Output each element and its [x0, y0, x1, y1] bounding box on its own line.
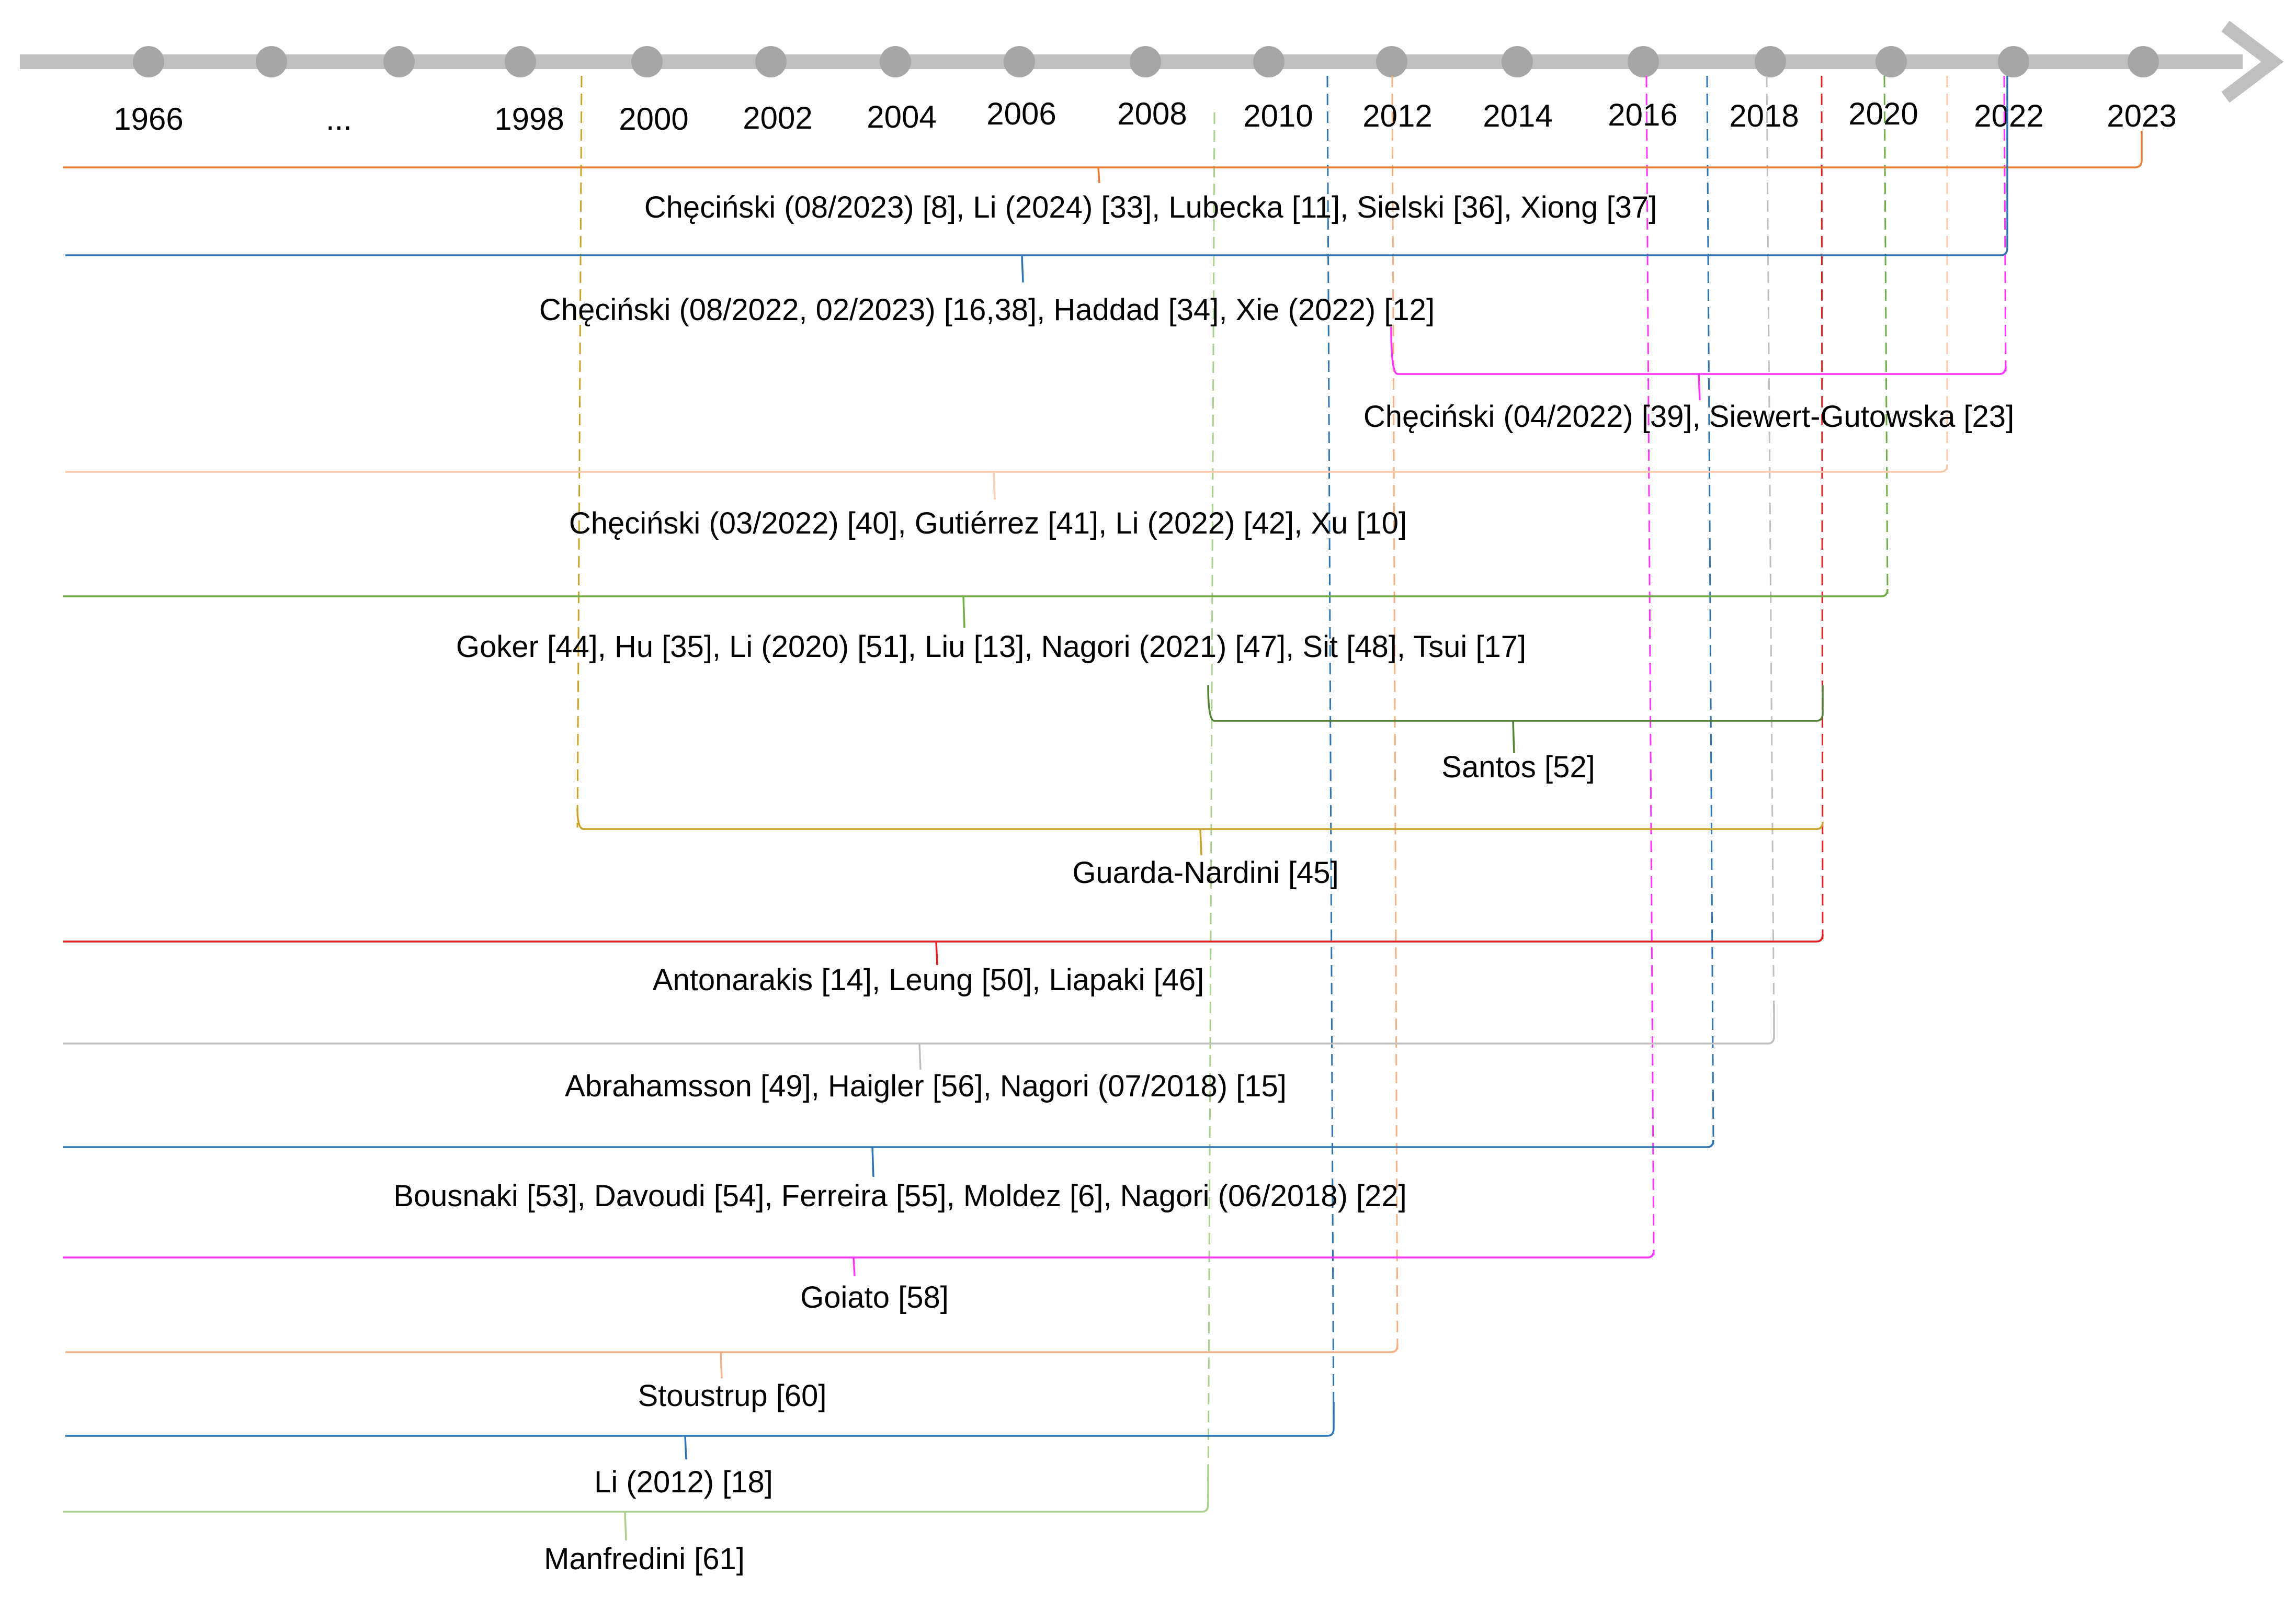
tick-dot [1376, 46, 1407, 77]
group-label: Santos [52] [1441, 750, 1595, 784]
connector-line [1821, 75, 1824, 939]
bracket [1390, 326, 2007, 401]
tick-label: 2008 [1117, 96, 1187, 131]
tick-dot [880, 46, 911, 77]
tick-label: 2023 [2107, 98, 2176, 133]
connector-line [576, 75, 583, 828]
tick-dot [256, 46, 287, 77]
tick-dot [1876, 46, 1907, 77]
connector-line [1391, 75, 1399, 1350]
tick-dot [2128, 46, 2159, 77]
tick-label: 2012 [1362, 98, 1432, 133]
tick-label: 2022 [1974, 98, 2043, 133]
bracket [63, 131, 2143, 184]
group-label: Stoustrup [60] [638, 1379, 826, 1413]
connector-line [1645, 75, 1655, 1256]
tick-dot [133, 46, 164, 77]
tick-label: 2010 [1243, 98, 1313, 133]
brackets [63, 76, 2143, 1541]
group-label: Guarda-Nardini [45] [1072, 856, 1338, 890]
connector-line [1326, 75, 1335, 1431]
tick-label: 2000 [619, 101, 688, 137]
tick-dot [755, 46, 787, 77]
tick-dot [505, 46, 536, 77]
tick-label: 1998 [494, 101, 564, 137]
bracket [63, 1004, 1775, 1070]
dashed-connectors [576, 75, 2007, 1508]
tick-dot [1755, 46, 1786, 77]
tick-label: ... [326, 101, 352, 137]
tick-label: 2016 [1608, 97, 1677, 132]
group-label: Antonarakis [14], Leung [50], Liapaki [4… [653, 963, 1204, 997]
tick-label: 2018 [1729, 98, 1799, 133]
connector-line [1706, 75, 1714, 1145]
tick-dot [1628, 46, 1659, 77]
bracket [65, 1344, 1399, 1379]
bracket [63, 1465, 1209, 1541]
bracket [65, 1402, 1335, 1460]
bracket [63, 588, 1889, 628]
group-label: Li (2012) [18] [594, 1465, 773, 1499]
bracket [1207, 685, 1824, 754]
group-label: Bousnaki [53], Davoudi [54], Ferreira [5… [393, 1179, 1407, 1213]
tick-dot [1004, 46, 1035, 77]
bracket [65, 464, 1948, 500]
axis-arrowhead [2221, 20, 2284, 103]
axis-tick-group: 1966 ... 1998 2000 2002 2004 2006 2008 2… [113, 46, 2177, 137]
bracket [63, 1250, 1655, 1277]
connector-line [1207, 112, 1215, 1508]
bracket [576, 808, 1824, 856]
bracket-labels: Chęciński (08/2023) [8], Li (2024) [33],… [393, 190, 2014, 1576]
connector-line [2003, 75, 2007, 372]
connector-line [1883, 75, 1889, 594]
tick-dot [1253, 46, 1285, 77]
tick-label: 2020 [1848, 96, 1918, 131]
group-label: Chęciński (03/2022) [40], Gutiérrez [41]… [569, 506, 1407, 540]
tick-label: 2014 [1483, 98, 1552, 133]
group-label: Manfredini [61] [544, 1542, 745, 1576]
tick-label: 2006 [986, 96, 1056, 131]
tick-dot [1502, 46, 1533, 77]
bracket [63, 1139, 1714, 1177]
group-label: Goiato [58] [800, 1280, 949, 1314]
bracket [65, 76, 2008, 283]
tick-dot [383, 46, 415, 77]
group-label: Chęciński (08/2022, 02/2023) [16,38], Ha… [539, 293, 1435, 327]
tick-dot [1998, 46, 2029, 77]
bracket [63, 934, 1824, 966]
group-label: Chęciński (08/2023) [8], Li (2024) [33],… [644, 190, 1657, 224]
group-label: Goker [44], Hu [35], Li (2020) [51], Liu… [456, 630, 1526, 664]
group-label: Chęciński (04/2022) [39], Siewert-Gutows… [1363, 400, 2014, 434]
tick-dot [1130, 46, 1161, 77]
tick-label: 1966 [113, 101, 183, 137]
group-label: Abrahamsson [49], Haigler [56], Nagori (… [565, 1069, 1287, 1103]
tick-label: 2004 [867, 99, 936, 134]
tick-dot [631, 46, 663, 77]
connector-line [1766, 75, 1775, 1039]
tick-label: 2002 [743, 100, 812, 135]
